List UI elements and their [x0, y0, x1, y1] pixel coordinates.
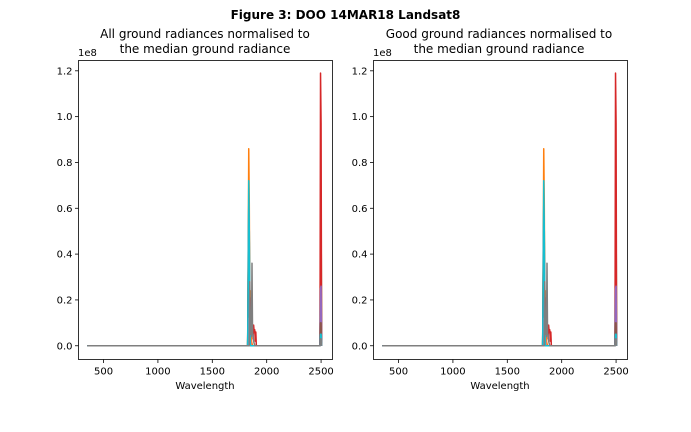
left-y-tick-label: 0.6 [57, 204, 73, 215]
right-axes-frame [373, 60, 628, 360]
right-plot-title-line1: Good ground radiances normalised to [386, 27, 612, 41]
right-series-group [382, 72, 618, 347]
left-subplot: All ground radiances normalised to the m… [57, 27, 334, 392]
right-x-tick-label: 500 [389, 367, 408, 378]
right-x-tick-label: 1000 [440, 367, 465, 378]
left-x-tick-label: 2500 [308, 367, 333, 378]
right-x-tick-label: 2000 [549, 367, 574, 378]
right-y-tick-label: 0.0 [352, 341, 368, 352]
right-x-tick-label: 1500 [495, 367, 520, 378]
figure-suptitle: Figure 3: DOO 14MAR18 Landsat8 [231, 8, 461, 22]
right-x-tick-label: 2500 [603, 367, 628, 378]
right-y-tick-label: 1.0 [352, 112, 368, 123]
left-y-tick-label: 1.2 [57, 66, 73, 77]
left-x-tick-label: 500 [94, 367, 113, 378]
left-y-tick-label: 0.2 [57, 295, 73, 306]
right-y-tick-label: 0.2 [352, 295, 368, 306]
left-ticks-group: 500 1000 1500 2000 2500 0.0 0.2 0.4 0.6 0.8 1.0 1.2 [57, 66, 334, 377]
right-x-axis-label: Wavelength [470, 381, 529, 392]
right-subplot: Good ground radiances normalised to the … [352, 27, 629, 392]
left-x-axis-label: Wavelength [175, 381, 234, 392]
right-y-tick-label: 1.2 [352, 66, 368, 77]
left-plot-title-line1: All ground radiances normalised to [100, 27, 310, 41]
left-plot-title-line2: the median ground radiance [120, 42, 291, 56]
left-series-line-9 [87, 262, 323, 347]
left-x-tick-label: 1500 [200, 367, 225, 378]
left-series-group [87, 72, 323, 347]
left-y-tick-label: 0.0 [57, 341, 73, 352]
left-x-tick-label: 1000 [145, 367, 170, 378]
left-offset-label: 1e8 [78, 48, 97, 59]
left-y-tick-label: 0.4 [57, 250, 73, 261]
left-y-tick-label: 1.0 [57, 112, 73, 123]
right-ticks-group: 500 1000 1500 2000 2500 0.0 0.2 0.4 0.6 0.8 1.0 1.2 [352, 66, 629, 377]
right-series-line-9 [382, 262, 618, 347]
left-axes-frame [78, 60, 333, 360]
right-plot-title-line2: the median ground radiance [414, 42, 585, 56]
right-y-tick-label: 0.8 [352, 158, 368, 169]
left-y-tick-label: 0.8 [57, 158, 73, 169]
right-y-tick-label: 0.6 [352, 204, 368, 215]
left-x-tick-label: 2000 [254, 367, 279, 378]
right-y-tick-label: 0.4 [352, 250, 368, 261]
right-offset-label: 1e8 [373, 48, 392, 59]
